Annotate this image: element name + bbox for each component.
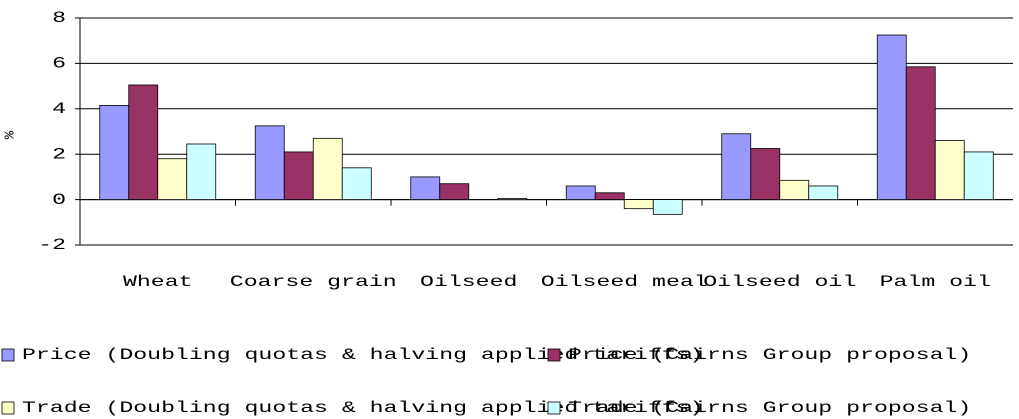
legend-swatch [1,348,15,362]
bar [283,151,314,200]
bar [186,143,217,201]
legend-swatch [547,348,561,362]
x-tick-label: Oilseed oil [703,273,856,291]
legend-label: Trade (Doubling quotas & halving applied… [22,399,703,417]
bar [779,179,810,200]
legend-label: Price (Doubling quotas & halving applied… [22,346,703,364]
bar [905,66,936,200]
bar [750,148,781,200]
bar [594,192,625,200]
bar [963,151,994,200]
bar [808,185,839,200]
bar [652,199,683,215]
legend-label: Price (Cairns Group proposal) [568,346,971,364]
x-tick-label: Oilseed meal [541,273,708,291]
x-tick-label: Palm oil [880,273,991,291]
bar [565,185,596,200]
bar [876,34,907,200]
legend-swatch [1,401,15,415]
x-tick-label: Coarse grain [230,273,397,291]
bar [99,104,130,200]
y-tick-label: 2 [52,145,66,163]
bar [934,140,965,201]
y-tick-label: 0 [52,190,66,208]
legend-swatch [547,401,561,415]
bar [439,183,470,201]
bar [623,199,654,210]
y-tick-label: 4 [52,99,66,117]
y-axis-label: % [3,130,19,139]
bar [312,137,343,200]
bar [497,198,528,200]
bar [721,133,752,201]
x-tick-label: Wheat [123,273,193,291]
bar [341,167,372,201]
y-tick-label: -2 [38,236,66,254]
x-tick-label: Oilseed [420,273,517,291]
bar [157,158,188,201]
bar [410,176,441,200]
y-tick-label: 8 [52,9,66,27]
y-tick-label: 6 [52,54,66,72]
legend-label: Trade (Cairns Group proposal) [568,399,971,417]
bar [254,125,285,200]
bar [128,84,159,200]
